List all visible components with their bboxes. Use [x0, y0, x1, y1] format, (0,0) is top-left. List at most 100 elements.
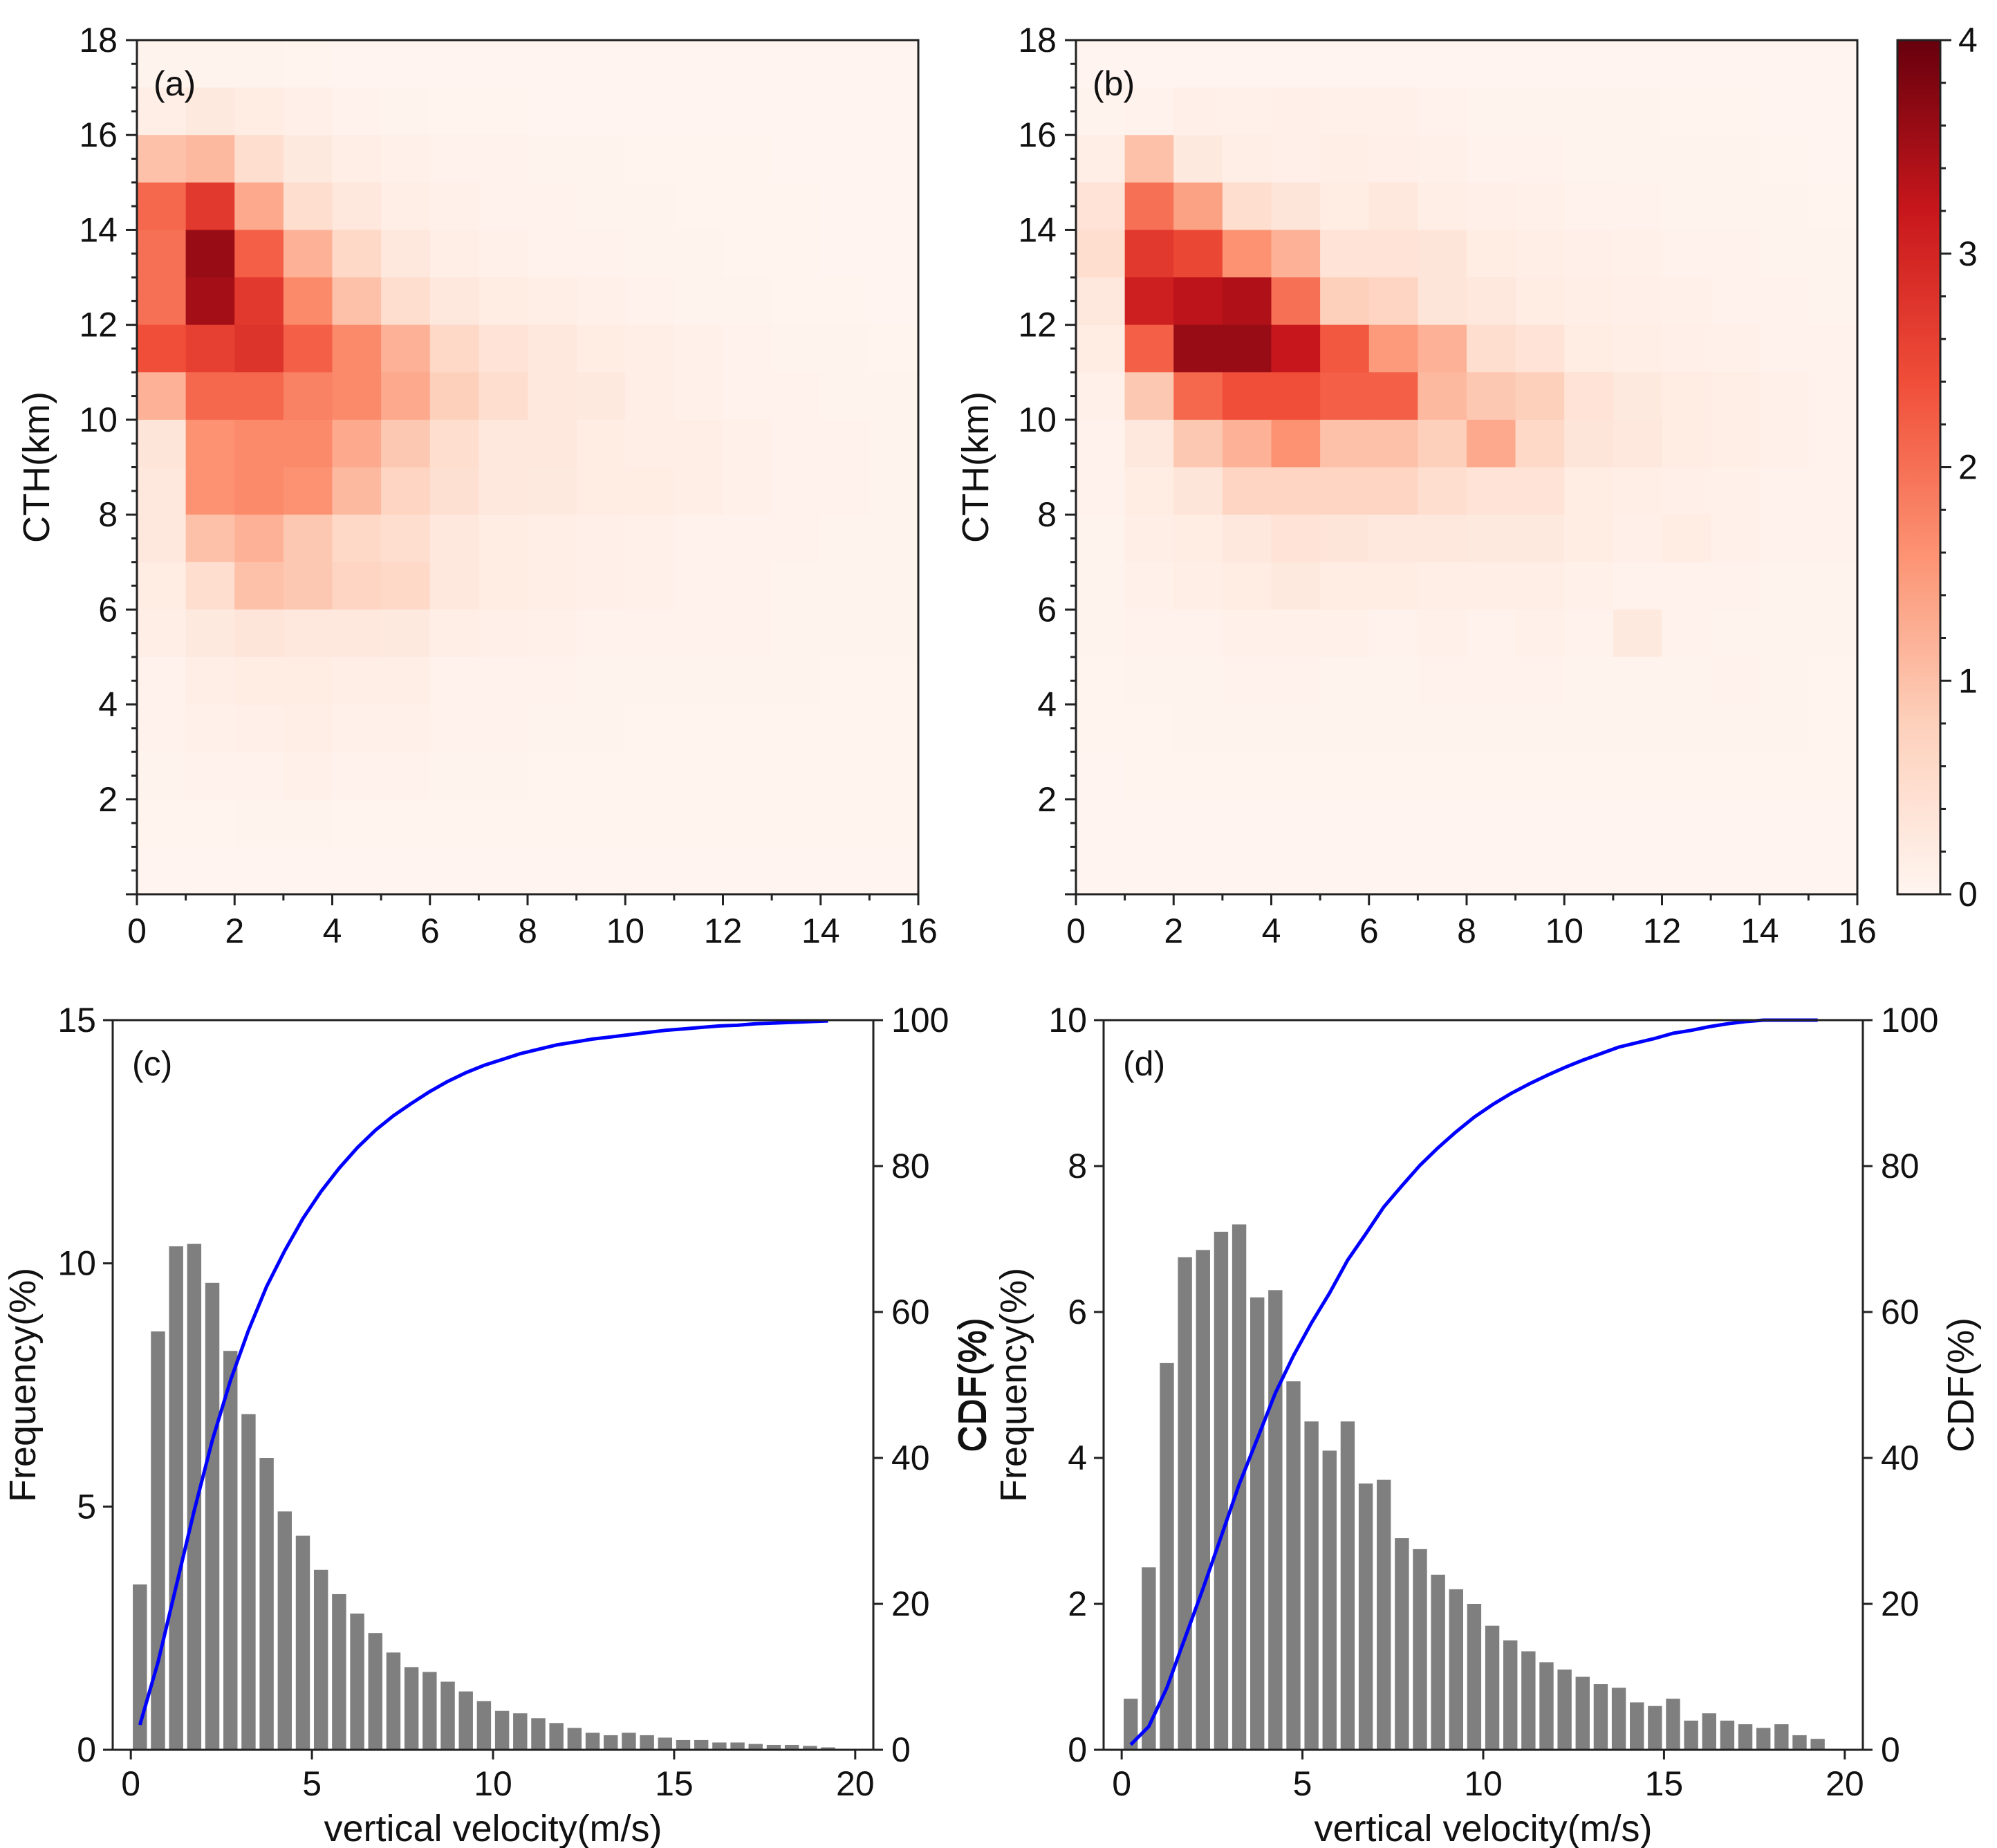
histogram-bar: [1268, 1290, 1283, 1750]
heatmap-cell: [772, 419, 821, 468]
histogram-bar: [803, 1746, 817, 1750]
heatmap-cell: [1076, 847, 1126, 895]
histogram-bar: [712, 1742, 727, 1750]
heatmap-cell: [820, 799, 870, 847]
heatmap-cell: [1564, 704, 1614, 752]
heatmap-cell: [381, 847, 431, 895]
heatmap-cell: [332, 467, 382, 515]
histogram-bar: [658, 1737, 673, 1750]
y-tick-label: 0: [1068, 1730, 1087, 1769]
heatmap-cell: [723, 277, 772, 326]
heatmap-cell: [185, 799, 235, 847]
heatmap-cell: [1271, 40, 1321, 89]
heatmap-cell: [1808, 324, 1858, 373]
heatmap-cell: [1515, 467, 1565, 515]
heatmap-cell: [1368, 182, 1418, 231]
heatmap-cell: [528, 704, 577, 752]
heatmap-cell: [625, 324, 675, 373]
heatmap-cell: [381, 467, 431, 515]
heatmap-cell: [1076, 135, 1126, 183]
heatmap-cell: [1368, 609, 1418, 658]
heatmap-cell: [1173, 467, 1223, 515]
heatmap-cell: [1173, 135, 1223, 183]
x-tick-label: 0: [1112, 1764, 1131, 1803]
heatmap-cell: [1418, 847, 1467, 895]
heatmap-cell: [479, 419, 528, 468]
heatmap-cell: [625, 656, 675, 705]
histogram-bar: [1395, 1538, 1409, 1750]
heatmap-cell: [137, 419, 187, 468]
y-tick-label: 14: [79, 210, 118, 249]
heatmap-cell: [1467, 277, 1516, 326]
heatmap-cell: [1320, 277, 1370, 326]
heatmap-cell: [1076, 799, 1126, 847]
heatmap-cell: [869, 40, 919, 89]
heatmap-cell: [674, 324, 724, 373]
heatmap-cell: [772, 87, 821, 136]
y-tick-label: 4: [1068, 1439, 1087, 1477]
heatmap-cell: [1076, 372, 1126, 421]
y-axis-label: Frequency(%): [993, 1268, 1034, 1502]
heatmap-cell: [1662, 40, 1711, 89]
heatmap-cell: [1564, 87, 1614, 136]
y-tick-label: 12: [79, 306, 118, 344]
heatmap-cell: [674, 40, 724, 89]
heatmap-cell: [429, 324, 479, 373]
heatmap-cell: [1613, 324, 1663, 373]
histogram-bar: [1756, 1728, 1771, 1750]
heatmap-cell: [283, 135, 333, 183]
heatmap-cell: [137, 135, 187, 183]
heatmap-cell: [1222, 324, 1272, 373]
heatmap-cell: [869, 704, 919, 752]
heatmap-cell: [1808, 87, 1858, 136]
heatmap-cell: [674, 752, 724, 800]
heatmap-cell: [1515, 87, 1565, 136]
heatmap-cell: [1076, 230, 1126, 278]
heatmap-cell: [1418, 752, 1467, 800]
heatmap-cell: [479, 277, 528, 326]
heatmap-cell: [1711, 135, 1761, 183]
x-axis-label: vertical velocity(m/s): [1314, 1808, 1652, 1848]
x-tick-label: 15: [1645, 1764, 1684, 1803]
heatmap-cell: [1613, 87, 1663, 136]
heatmap-cell: [1564, 467, 1614, 515]
heatmap-cell: [185, 182, 235, 231]
heatmap-cell: [1759, 467, 1809, 515]
heatmap-cell: [576, 656, 626, 705]
heatmap-cell: [1076, 515, 1126, 563]
heatmap-cell: [576, 704, 626, 752]
heatmap-cell: [1515, 752, 1565, 800]
heatmap-cell: [137, 562, 187, 610]
y-tick-label: 10: [1048, 1001, 1087, 1040]
heatmap-cell: [1808, 799, 1858, 847]
histogram-bar: [404, 1667, 419, 1750]
heatmap-cell: [1368, 515, 1418, 563]
heatmap-cell: [381, 704, 431, 752]
heatmap-cell: [1467, 799, 1516, 847]
heatmap-cell: [1368, 562, 1418, 610]
y-tick-label: 8: [98, 495, 118, 534]
heatmap-cell: [1368, 230, 1418, 278]
heatmap-cell: [576, 277, 626, 326]
heatmap-cell: [1467, 419, 1516, 468]
heatmap-cell: [1759, 277, 1809, 326]
histogram-bar: [585, 1732, 600, 1750]
x-tick-label: 2: [225, 912, 244, 950]
x-tick-label: 0: [127, 912, 147, 950]
heatmap-cell: [1564, 799, 1614, 847]
heatmap-cell: [1320, 467, 1370, 515]
heatmap-cell: [1759, 135, 1809, 183]
heatmap-cell: [1124, 277, 1174, 326]
heatmap-cell: [283, 656, 333, 705]
heatmap-cell: [1222, 609, 1272, 658]
heatmap-cell: [1173, 230, 1223, 278]
heatmap-cell: [1711, 40, 1761, 89]
heatmap-cell: [283, 467, 333, 515]
heatmap-cell: [1271, 704, 1321, 752]
heatmap-cell: [1320, 847, 1370, 895]
heatmap-cell: [381, 40, 431, 89]
histogram-bar: [1720, 1720, 1735, 1750]
histogram-bar: [730, 1742, 745, 1750]
heatmap-cell: [625, 562, 675, 610]
y-tick-label: 16: [79, 115, 118, 154]
